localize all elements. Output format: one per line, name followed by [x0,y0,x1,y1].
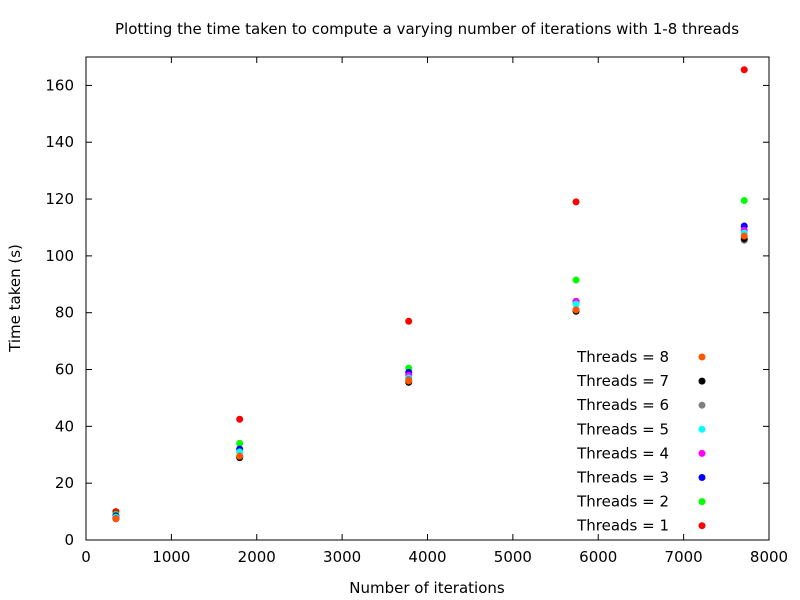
data-point [405,317,413,325]
data-point [236,415,244,423]
data-point [572,306,580,314]
legend-entry-label: Threads = 7 [576,372,669,390]
x-tick-label: 3000 [323,548,361,566]
legend-marker [698,377,706,385]
x-tick-label: 2000 [238,548,276,566]
data-point [740,66,748,74]
legend-entry-label: Threads = 3 [576,469,669,487]
data-point [572,276,580,284]
data-point [236,452,244,460]
chart-title: Plotting the time taken to compute a var… [115,20,739,38]
legend-entry-label: Threads = 6 [576,396,669,414]
y-tick-label: 120 [45,190,74,208]
legend-entry-label: Threads = 2 [576,493,669,511]
x-tick-label: 5000 [494,548,532,566]
y-tick-label: 160 [45,76,74,94]
legend-marker [698,425,706,433]
data-point [112,515,120,523]
x-tick-label: 1000 [152,548,190,566]
data-point [740,196,748,204]
data-points-layer [112,66,748,523]
data-point [405,377,413,385]
legend-marker [698,474,706,481]
y-tick-label: 20 [55,474,74,492]
legend: Threads = 8 Threads = 7 Threads = 6 Threads… [576,348,706,535]
y-tick-label: 100 [45,247,74,265]
x-axis-label: Number of iterations [349,579,505,597]
legend-entry-label: Threads = 1 [576,517,669,535]
y-axis-label: Time taken (s) [6,244,24,353]
legend-marker [698,522,706,530]
y-tick-label: 40 [55,417,74,435]
data-point [572,198,580,206]
x-tick-label: 6000 [579,548,617,566]
legend-entry-label: Threads = 5 [576,420,669,438]
y-tick-label: 0 [64,531,74,549]
data-point [572,300,580,308]
x-tick-label: 0 [81,548,91,566]
data-point [236,439,244,447]
legend-marker [698,498,706,506]
ticks-layer: 0 1000 2000 3000 4000 5000 6000 7000 8000 0 20 40 60… [45,57,788,566]
y-tick-label: 60 [55,361,74,379]
legend-marker [698,353,706,361]
x-tick-label: 8000 [750,548,788,566]
legend-marker [698,401,706,409]
y-tick-label: 80 [55,304,74,322]
x-tick-label: 7000 [665,548,703,566]
data-point [740,232,748,240]
legend-entry-label: Threads = 4 [576,444,669,462]
x-tick-label: 4000 [408,548,446,566]
y-tick-label: 140 [45,133,74,151]
legend-entry-label: Threads = 8 [576,348,669,366]
legend-marker [698,449,706,457]
